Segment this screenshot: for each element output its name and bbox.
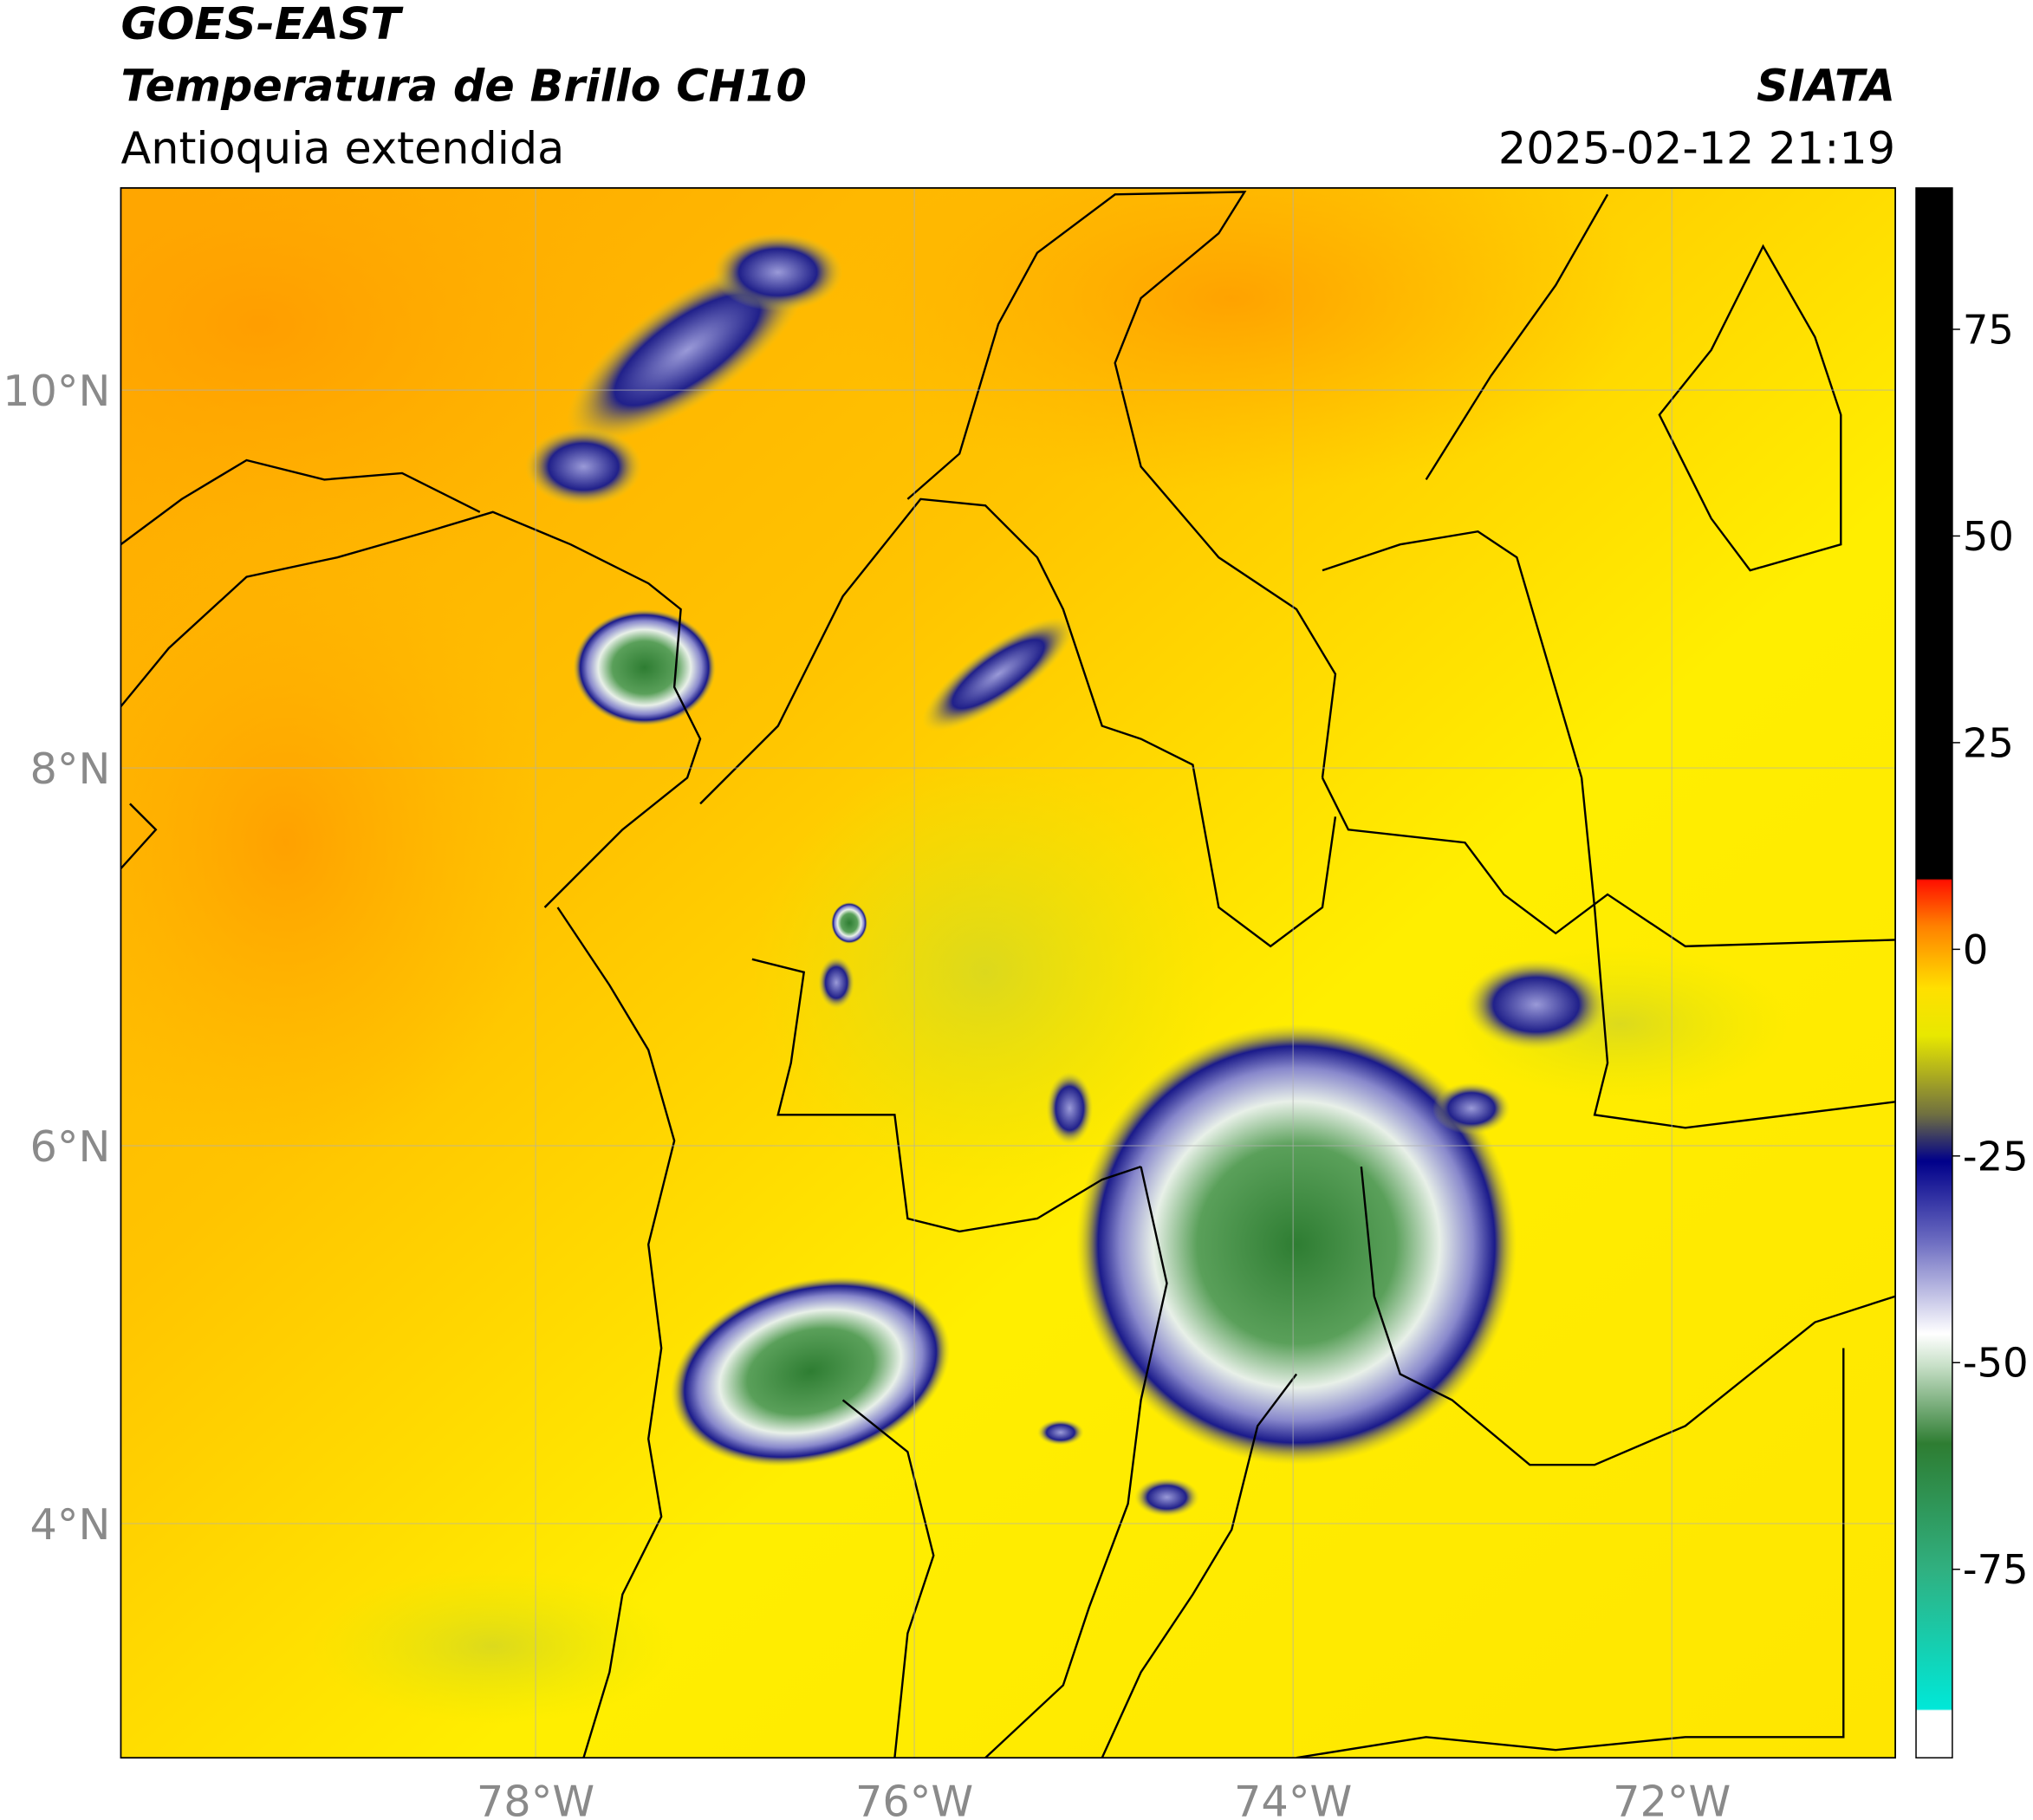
border (841, 1399, 935, 1758)
cool-area (311, 1568, 675, 1725)
warm-area (120, 518, 545, 1167)
colorbar-tick-label: -50 (1963, 1340, 2029, 1387)
lon-tick-label: 74°W (1234, 1777, 1352, 1820)
cloud (1134, 1478, 1199, 1517)
border (1360, 1167, 1896, 1466)
satellite: GOES-EAST (120, 0, 404, 49)
lake (1658, 244, 1842, 572)
border (1296, 1348, 1845, 1758)
border (1321, 777, 1896, 948)
colorbar (1915, 187, 1953, 1758)
border (906, 191, 1337, 778)
coastline (556, 907, 676, 1758)
lon-tick-label: 76°W (855, 1777, 973, 1820)
coastline (120, 510, 702, 908)
cloud (713, 233, 843, 311)
cloud (1465, 959, 1608, 1050)
cool-area (751, 751, 1219, 1193)
colorbar-tick-label: -25 (1963, 1133, 2029, 1180)
warm-area (120, 187, 649, 583)
lat-tick-label: 4°N (30, 1499, 111, 1550)
coastline (120, 803, 158, 869)
colorbar-tick-label: 75 (1963, 306, 2014, 353)
border (699, 497, 1337, 948)
cloud (525, 427, 642, 506)
colorbar-tick-label: 0 (1963, 926, 1989, 973)
warm-area (816, 187, 1647, 493)
storm (831, 902, 867, 944)
border (1101, 1373, 1298, 1758)
map-frame (120, 186, 1896, 1759)
coastline (120, 458, 481, 546)
border (1322, 530, 1896, 1129)
cloud (1432, 1082, 1510, 1134)
lon-tick-label: 72°W (1613, 1777, 1731, 1820)
border (1425, 193, 1609, 481)
cloud (922, 616, 1075, 731)
cloud (1036, 1419, 1084, 1446)
storm (1075, 1024, 1517, 1466)
cloud (818, 956, 855, 1009)
lat-tick-label: 6°N (30, 1121, 111, 1172)
graticule (120, 187, 1896, 1758)
product: Temperatura de Brillo CH10 (120, 61, 806, 112)
storm (573, 608, 716, 726)
source: SIATA (1757, 61, 1895, 112)
border (751, 958, 1141, 1233)
lat-tick-label: 10°N (3, 366, 110, 416)
cloud (1046, 1071, 1094, 1145)
map (120, 187, 1896, 1758)
colorbar-tick-label: 25 (1963, 719, 2014, 766)
border (984, 1166, 1168, 1758)
datetime: 2025-02-12 21:19 (1498, 122, 1895, 173)
lon-tick-label: 78°W (477, 1777, 594, 1820)
storm (670, 1276, 951, 1467)
region: Antioquia extendida (120, 122, 564, 173)
lat-tick-label: 8°N (30, 744, 111, 794)
colorbar-tick-label: -75 (1963, 1546, 2029, 1593)
colorbar-tick-label: 50 (1963, 513, 2014, 560)
